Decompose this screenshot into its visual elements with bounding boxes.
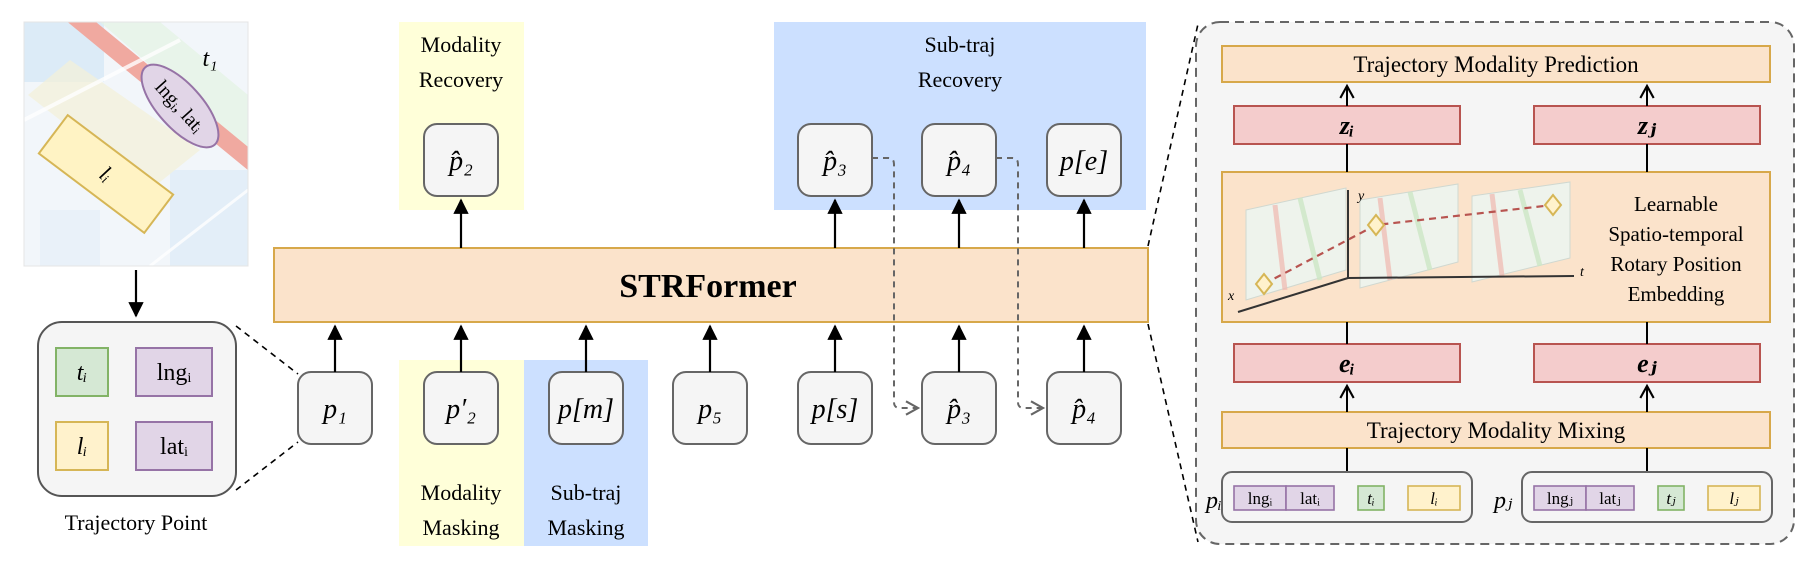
point-i-lat [1285,485,1335,511]
point-j-location [1707,485,1761,511]
map-slice-2 [1359,183,1459,289]
input-token-p5-label: p₅ [696,394,722,425]
point-i-lng-label: lngᵢ [1248,489,1273,508]
input-token-p4hat-label: p̂₄ [1070,394,1096,425]
point-j-lat [1585,485,1635,511]
z-j-label: zⱼ [1637,111,1657,140]
point-i-time-label: tᵢ [1367,489,1374,508]
modality-masking-line1: Modality [421,480,502,505]
autoregressive-arrow-p4 [996,157,1046,416]
trajectory-point-marker-3 [1543,193,1563,217]
trajectory-point-marker-1 [1254,272,1274,296]
rope-line-4: Embedding [1628,282,1725,306]
output-token-pend-label: p[e] [1058,146,1108,177]
z-j-block [1533,105,1761,145]
field-location-box [55,421,109,471]
trajectory-point-caption: Trajectory Point [65,510,208,535]
modality-recovery-line1: Modality [421,32,502,57]
point-j-lat-label: latⱼ [1599,489,1620,508]
z-i-label: zᵢ [1339,111,1355,140]
output-token-p2hat [423,123,499,197]
output-token-p3hat-label: p̂₃ [821,146,847,177]
zoom-line-bottom [235,441,299,491]
point-j-name: pⱼ [1492,488,1513,514]
rope-line-1: Learnable [1634,192,1718,216]
map-slice-1 [1245,187,1347,301]
subtraj-masking-line1: Sub-traj [551,480,622,505]
input-token-pmask-label: p[m] [556,394,614,425]
point-j-time [1657,485,1685,511]
mixing-block [1221,411,1771,449]
x-axis [1237,277,1349,313]
point-j-location-label: lⱼ [1729,489,1739,508]
input-token-pstart-label: p[s] [810,394,859,425]
lnglat-ellipse [140,63,220,149]
input-token-p1-label: p₁ [321,394,347,425]
point-i-lng [1233,485,1287,511]
field-lat-box [135,421,213,471]
t-axis [1347,275,1575,279]
point-j-lng-label: lngⱼ [1547,489,1573,508]
field-lng-label: lngᵢ [157,360,192,386]
field-lng-box [135,347,213,397]
point-i-location-label: lᵢ [1430,489,1437,508]
prediction-label: Trajectory Modality Prediction [1353,52,1639,77]
point-i-location [1407,485,1461,511]
output-token-p2hat-label: p̂₂ [447,146,473,177]
point-i-name: pᵢ [1204,488,1222,514]
e-i-label: eᵢ [1339,349,1355,378]
location-region [37,113,175,235]
e-i-block [1233,343,1461,383]
strformer-block [273,247,1149,323]
output-token-p4hat-label: p̂₄ [945,146,971,177]
subtraj-recovery-line2: Recovery [918,67,1002,92]
prediction-block [1221,45,1771,83]
detail-zoom-line-top [1147,23,1199,247]
subtraj-masking-line2: Masking [548,515,625,540]
output-token-p4hat [921,123,997,197]
field-location-label: lᵢ [77,434,87,460]
output-token-pend [1046,123,1122,197]
map-frame [23,21,249,267]
zoom-line-top [235,325,299,375]
modality-recovery-line2: Recovery [419,67,503,92]
subtraj-recovery-line1: Sub-traj [925,32,996,57]
point-j-time-label: tⱼ [1666,489,1676,508]
e-j-label: eⱼ [1637,349,1658,378]
strformer-label: STRFormer [619,268,797,305]
point-i-lat-label: latᵢ [1300,489,1320,508]
output-token-p3hat [797,123,873,197]
point-i-time [1357,485,1385,511]
map-time-label: t₁ [202,46,217,72]
modality-masking-line2: Masking [423,515,500,540]
trajectory-point-marker-2 [1366,213,1386,237]
x-axis-label: x [1227,289,1235,304]
input-token-p3hat-label: p̂₃ [945,394,971,425]
detail-zoom-line-bottom [1147,323,1199,543]
rope-line-2: Spatio-temporal [1608,222,1743,246]
field-lat-label: latᵢ [160,434,188,460]
t-axis-label: t [1580,265,1585,280]
y-axis-label: y [1356,189,1365,204]
mixing-label: Trajectory Modality Mixing [1367,418,1626,443]
autoregressive-arrow-p3 [872,157,921,416]
field-time-label: tᵢ [77,360,87,386]
input-token-p2prime-label: p′₂ [444,394,476,425]
rope-line-3: Rotary Position [1610,252,1742,276]
field-time-box [55,347,109,397]
